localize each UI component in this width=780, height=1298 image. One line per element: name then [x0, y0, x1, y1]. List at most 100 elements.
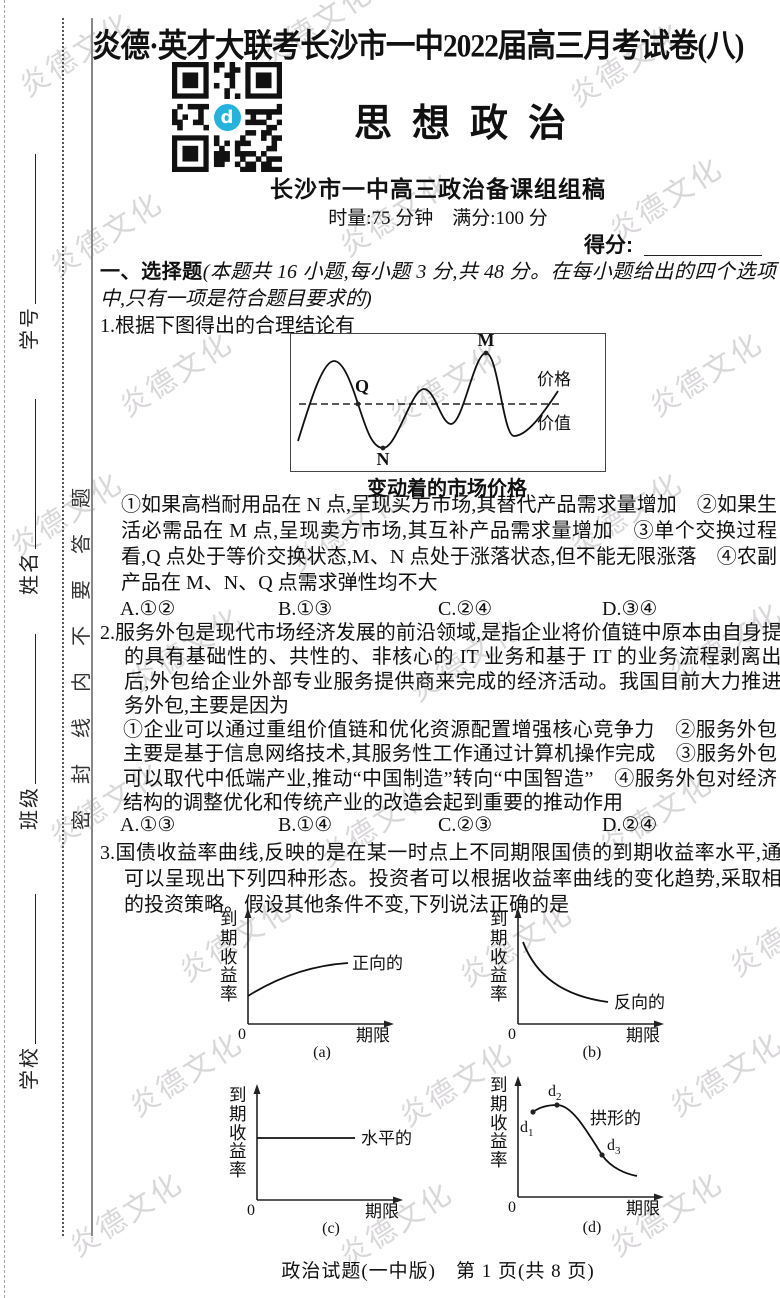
student-id-blank — [15, 154, 36, 304]
question-3-text: 国债收益率曲线,反映的是在某一时点上不同期限国债的到期收益率水平,通常可以呈现出… — [115, 842, 780, 916]
origin-label: 0 — [238, 1026, 246, 1043]
curve-label: 水平的 — [361, 1129, 412, 1148]
school-blank — [15, 894, 36, 1044]
curve-label: 正向的 — [352, 954, 403, 973]
seal-line-text: 密封线内不要答题 — [71, 462, 93, 830]
point-n-label: N — [377, 449, 390, 468]
figure-caption: (c) — [322, 1220, 340, 1237]
figure-caption: (b) — [583, 1044, 602, 1061]
choice-a: A.①③ — [120, 814, 176, 836]
class-field: 班级 — [15, 634, 41, 830]
value-label: 价值 — [537, 414, 571, 433]
y-axis-label: 到期收益率 — [220, 909, 238, 1005]
q3-figure-c: 到期收益率 0 期限 水平的 (c) — [229, 1082, 439, 1250]
question-3-number: 3. — [100, 842, 115, 864]
point-d2-dot — [554, 1102, 560, 1108]
qr-code — [172, 62, 282, 172]
curve-label: 反向的 — [614, 993, 665, 1012]
question-2-choices: A.①③ B.①④ C.②③ D.②④ — [120, 812, 776, 838]
x-axis-arrow — [393, 1196, 403, 1204]
choice-c: C.②④ — [438, 598, 493, 620]
organizer-line: 长沙市一中高三政治备课组组稿 — [270, 176, 606, 202]
q3-figure-a: 到期收益率 0 期限 正向的 (a) — [220, 906, 430, 1074]
origin-label: 0 — [508, 1199, 516, 1216]
positive-curve — [247, 962, 349, 997]
score-label: 得分: — [584, 234, 633, 257]
school-label: 学校 — [19, 1046, 41, 1090]
question-1-number: 1. — [100, 315, 115, 337]
y-axis-label: 到期收益率 — [490, 909, 508, 1005]
choice-b: B.①④ — [278, 814, 333, 836]
point-q-dot — [355, 401, 361, 407]
student-name-blank — [15, 399, 36, 549]
humped-curve — [532, 1104, 638, 1177]
question-3-stem: 3.国债收益率曲线,反映的是在某一时点上不同期限国债的到期收益率水平,通常可以呈… — [100, 840, 780, 918]
question-2-number: 2. — [100, 622, 115, 644]
qr-logo-d-icon: d — [213, 103, 241, 131]
origin-label: 0 — [508, 1026, 516, 1043]
class-blank — [15, 634, 36, 784]
question-1-choices: A.①② B.①③ C.②④ D.③④ — [120, 596, 776, 622]
x-axis-arrow — [654, 1020, 664, 1028]
seal-dotted-line — [62, 18, 64, 1236]
section-note: (本题共 16 小题,每小题 3 分,共 48 分。在每小题给出的四个选项中,只… — [100, 261, 776, 310]
inverse-curve — [522, 941, 609, 1003]
question-1-text: 根据下图得出的合理结论有 — [115, 315, 355, 337]
y-axis-arrow — [514, 1076, 522, 1086]
section-title: 一、选择题 — [100, 261, 203, 283]
choice-b: B.①③ — [278, 598, 333, 620]
duration-score-line: 时量:75 分钟 满分:100 分 — [328, 208, 548, 229]
point-m-dot — [483, 350, 489, 356]
x-axis-title: 期限 — [356, 1026, 390, 1045]
point-d2-label: d2 — [548, 1083, 562, 1103]
price-label: 价格 — [537, 370, 571, 389]
question-1-options: ①如果高档耐用品在 N 点,呈现买方市场,其替代产品需求量增加 ②如果生活必需品… — [121, 494, 777, 594]
school-field: 学校 — [15, 894, 41, 1090]
x-axis-arrow — [384, 1020, 394, 1028]
curve-label: 拱形的 — [590, 1109, 641, 1128]
choice-d: D.③④ — [602, 598, 658, 620]
figure-caption: (a) — [313, 1044, 331, 1061]
choice-a: A.①② — [120, 598, 176, 620]
x-axis-title: 期限 — [365, 1202, 399, 1221]
q3-figure-b: 到期收益率 0 期限 反向的 (b) — [490, 906, 700, 1074]
point-m-label: M — [478, 334, 495, 350]
x-axis-title: 期限 — [626, 1199, 660, 1218]
market-price-chart: Q M N 价格 价值 — [297, 330, 571, 469]
page-footer: 政治试题(一中版) 第 1 页(共 8 页) — [281, 1261, 595, 1282]
question-2-text: 服务外包是现代市场经济发展的前沿领域,是指企业将价值链中原本由自身提供的具有基础… — [115, 622, 780, 717]
yield-curve-chart-b: 0 期限 反向的 (b) — [508, 908, 665, 1061]
subject-title: 思想政治 — [354, 103, 587, 145]
y-axis-arrow — [514, 908, 522, 918]
choice-d: D.②④ — [602, 814, 658, 836]
choice-c: C.②③ — [438, 814, 493, 836]
question-2-stem: 2.服务外包是现代市场经济发展的前沿领域,是指企业将价值链中原本由自身提供的具有… — [100, 621, 780, 718]
watermark-text: 炎德文化 — [64, 1166, 190, 1264]
yield-curve-chart-a: 0 期限 正向的 (a) — [238, 908, 403, 1061]
class-label: 班级 — [19, 786, 41, 830]
seal-solid-line — [91, 18, 93, 1236]
q3-figure-d: 到期收益率 d1 d2 d3 拱形的 0 期限 (d) — [490, 1072, 700, 1250]
y-axis-label: 到期收益率 — [229, 1085, 247, 1181]
price-curve — [297, 352, 559, 449]
q1-figure-caption: 变动着的市场价格 — [367, 478, 527, 500]
yield-curve-chart-c: 0 期限 水平的 (c) — [247, 1084, 412, 1237]
x-axis-arrow — [654, 1193, 664, 1201]
x-axis-title: 期限 — [626, 1026, 660, 1045]
y-axis-arrow — [244, 908, 252, 918]
student-name-field: 姓名 — [15, 399, 41, 595]
point-d1-dot — [530, 1109, 536, 1115]
section-heading: 一、选择题(本题共 16 小题,每小题 3 分,共 48 分。在每小题给出的四个… — [100, 259, 776, 313]
cut-line — [4, 0, 5, 1298]
qr-logo: d — [210, 100, 244, 134]
score-blank-line — [644, 232, 762, 256]
point-q-label: Q — [355, 376, 369, 396]
origin-label: 0 — [247, 1202, 255, 1219]
q1-market-price-figure: Q M N 价格 价值 — [290, 330, 606, 472]
question-2-options: ①企业可以通过重组价值链和优化资源配置增强核心竞争力 ②服务外包主要是基于信息网… — [123, 719, 777, 814]
point-d1-label: d1 — [520, 1119, 534, 1139]
figure-caption: (d) — [583, 1219, 602, 1236]
student-id-field: 学号 — [15, 154, 41, 350]
y-axis-label: 到期收益率 — [490, 1075, 508, 1171]
